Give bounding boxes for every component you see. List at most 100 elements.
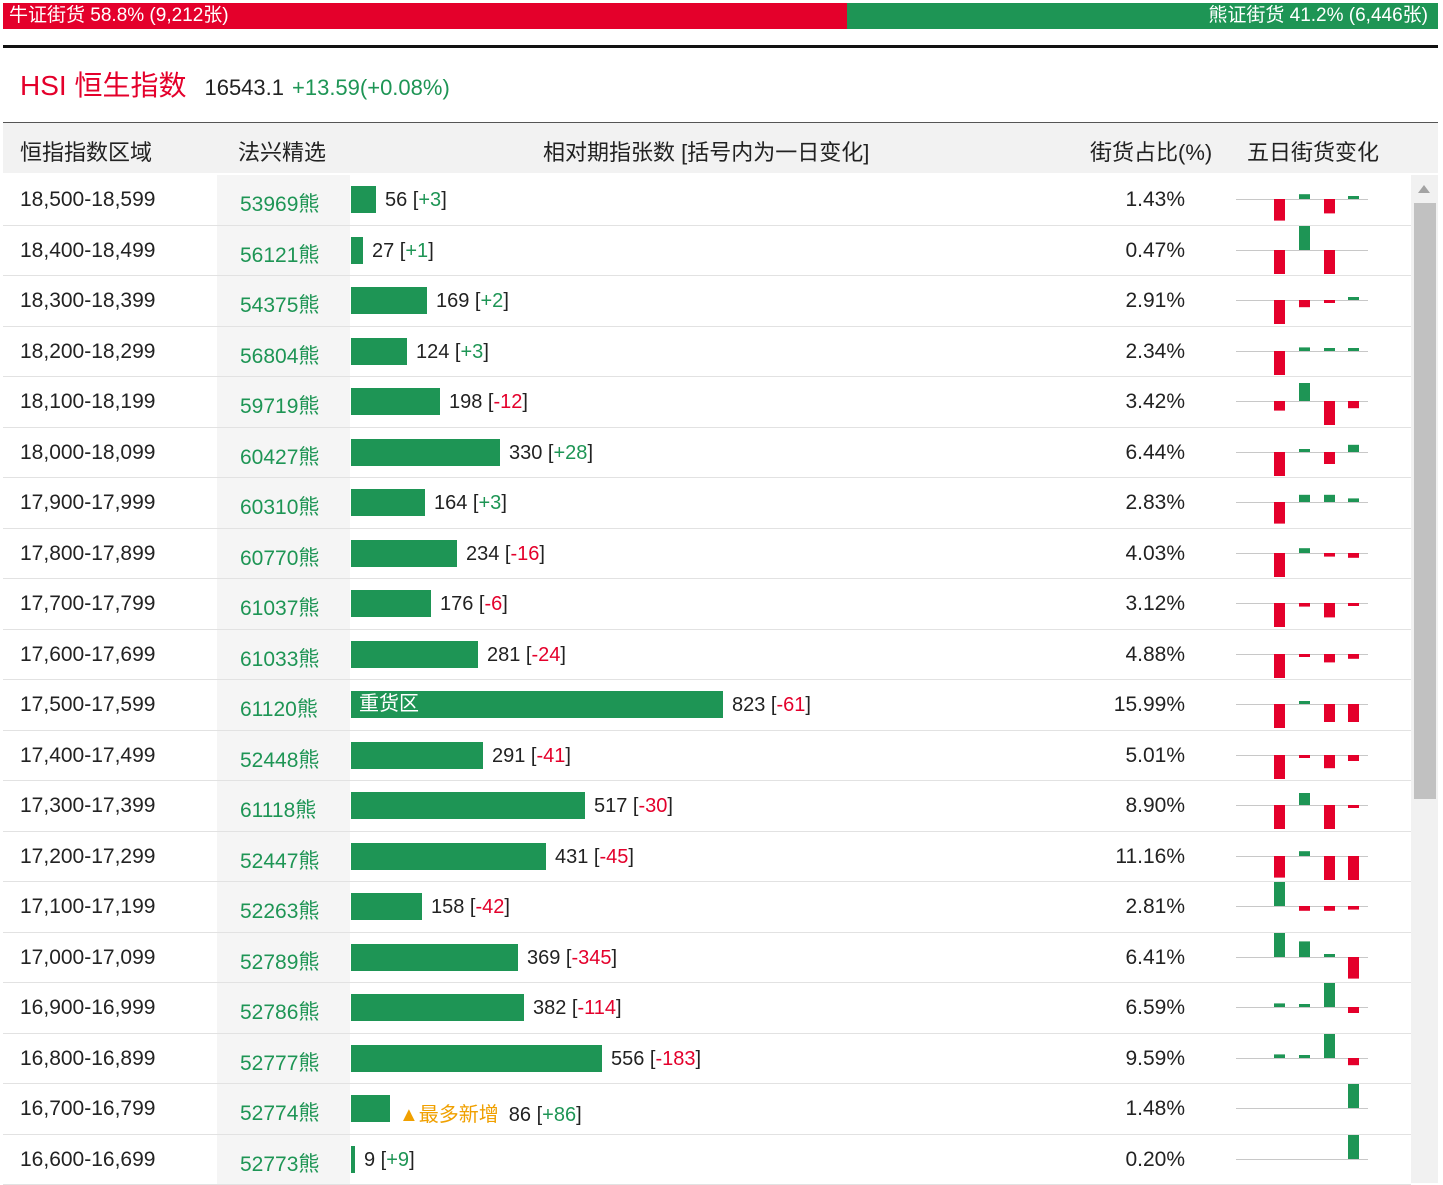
spark-bar (1299, 300, 1310, 307)
spark-bar (1348, 1135, 1359, 1159)
warrant-code-link[interactable]: 52773熊 (217, 1135, 350, 1185)
warrant-code-link[interactable]: 60770熊 (217, 529, 350, 579)
warrant-code-link[interactable]: 61037熊 (217, 579, 350, 629)
spark-bar (1299, 347, 1310, 351)
count-bar (351, 893, 422, 920)
scroll-up-icon[interactable] (1418, 185, 1430, 193)
spark-bar (1324, 1034, 1335, 1058)
count-text: 27 [+1] (372, 240, 434, 263)
count-bar (351, 590, 431, 617)
day-change-value: -114 (578, 997, 617, 1019)
count-text: 281 [-24] (487, 644, 566, 667)
spark-bar (1348, 348, 1359, 351)
spark-bar (1324, 906, 1335, 911)
spark-bar (1274, 704, 1285, 728)
five-day-change-chart (1236, 630, 1368, 680)
day-change-value: -6 (485, 593, 503, 615)
five-day-change-chart (1236, 1034, 1368, 1084)
range-cell: 18,300-18,399 (20, 289, 155, 313)
share-cell: 8.90% (1073, 794, 1185, 818)
warrant-code-link[interactable]: 52789熊 (217, 933, 350, 983)
warrant-code-link[interactable]: 61120熊 (217, 680, 350, 730)
count-bar (351, 742, 483, 769)
warrant-code-link[interactable]: 52786熊 (217, 983, 350, 1033)
count-bar (351, 388, 440, 415)
scrollbar-thumb[interactable] (1414, 203, 1436, 799)
count-bar (351, 944, 518, 971)
warrant-code-link[interactable]: 52777熊 (217, 1034, 350, 1084)
count-bar (351, 1045, 602, 1072)
header-pick: 法兴精选 (238, 135, 326, 167)
spark-bar (1348, 654, 1359, 659)
spark-bar (1274, 856, 1285, 878)
day-change-value: +86 (542, 1104, 576, 1126)
warrant-code-link[interactable]: 52447熊 (217, 832, 350, 882)
spark-bar (1299, 194, 1310, 199)
count-text: 431 [-45] (555, 846, 634, 869)
five-day-change-chart (1236, 680, 1368, 730)
day-change-value: -345 (572, 947, 612, 969)
day-change-value: +1 (405, 240, 428, 262)
warrant-code-link[interactable]: 61118熊 (217, 781, 350, 831)
warrant-code-link[interactable]: 52263熊 (217, 882, 350, 932)
range-cell: 18,500-18,599 (20, 188, 155, 212)
spark-bar (1274, 755, 1285, 779)
count-value: 27 (372, 240, 394, 262)
range-cell: 16,700-16,799 (20, 1097, 155, 1121)
count-text: 158 [-42] (431, 896, 510, 919)
spark-bar (1274, 502, 1285, 524)
warrant-code-link[interactable]: 52448熊 (217, 731, 350, 781)
warrant-code-link[interactable]: 54375熊 (217, 276, 350, 326)
warrant-code-link[interactable]: 53969熊 (217, 175, 350, 225)
range-cell: 16,600-16,699 (20, 1148, 155, 1172)
share-cell: 11.16% (1073, 845, 1185, 869)
five-day-change-chart (1236, 327, 1368, 377)
warrant-code-link[interactable]: 52774熊 (217, 1084, 350, 1134)
share-cell: 3.12% (1073, 592, 1185, 616)
count-text: 124 [+3] (416, 341, 489, 364)
share-cell: 4.88% (1073, 643, 1185, 667)
warrant-code-link[interactable]: 60427熊 (217, 428, 350, 478)
warrant-code-link[interactable]: 61033熊 (217, 630, 350, 680)
heavy-zone-label: 重货区 (351, 693, 419, 715)
spark-bar (1274, 1054, 1285, 1058)
index-name[interactable]: HSI 恒生指数 (20, 64, 186, 104)
vertical-scrollbar[interactable] (1411, 175, 1438, 1183)
warrant-code-link[interactable]: 59719熊 (217, 377, 350, 427)
spark-bar (1324, 983, 1335, 1007)
spark-bar (1348, 856, 1359, 880)
count-value: 198 (449, 391, 482, 413)
spark-bar (1324, 805, 1335, 829)
warrant-code-link[interactable]: 60310熊 (217, 478, 350, 528)
day-change-value: +2 (481, 290, 504, 312)
spark-bar (1299, 449, 1310, 452)
range-cell: 17,700-17,799 (20, 592, 155, 616)
spark-bar (1324, 704, 1335, 722)
warrant-code-link[interactable]: 56121熊 (217, 226, 350, 276)
range-cell: 16,900-16,999 (20, 996, 155, 1020)
count-text: 556 [-183] (611, 1048, 701, 1071)
warrant-code-link[interactable]: 56804熊 (217, 327, 350, 377)
five-day-change-chart (1236, 781, 1368, 831)
count-text: 291 [-41] (492, 745, 571, 768)
